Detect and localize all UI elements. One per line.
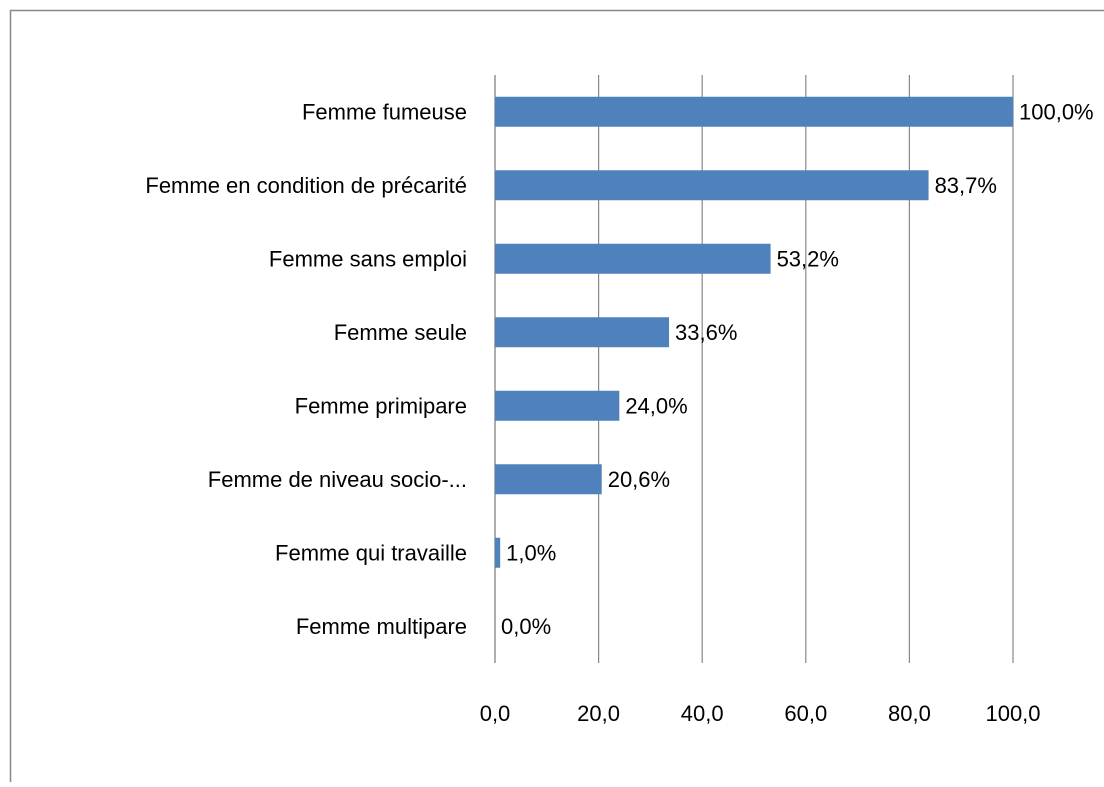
bar [495,244,771,274]
y-tick-label: Femme multipare [296,614,467,639]
y-tick-label: Femme qui travaille [275,541,467,566]
x-tick-label: 40,0 [681,701,724,726]
data-label: 83,7% [935,173,997,198]
y-tick-label: Femme sans emploi [269,247,467,272]
data-label: 33,6% [675,320,737,345]
bar [495,317,669,347]
y-tick-label: Femme en condition de précarité [145,173,467,198]
bar [495,464,602,494]
y-tick-label: Femme seule [334,320,467,345]
y-tick-label: Femme fumeuse [302,100,467,125]
y-tick-label: Femme primipare [295,394,467,419]
y-tick-label: Femme de niveau socio-... [208,467,467,492]
x-tick-label: 60,0 [784,701,827,726]
bar [495,97,1013,127]
data-label: 24,0% [625,394,687,419]
x-tick-label: 80,0 [888,701,931,726]
x-tick-label: 20,0 [577,701,620,726]
data-label: 53,2% [777,247,839,272]
data-label: 1,0% [506,541,556,566]
bar [495,538,500,568]
data-label: 0,0% [501,614,551,639]
data-label: 100,0% [1019,100,1094,125]
data-label: 20,6% [608,467,670,492]
bar [495,170,929,200]
x-tick-label: 0,0 [480,701,511,726]
x-tick-label: 100,0 [985,701,1040,726]
bar [495,391,619,421]
